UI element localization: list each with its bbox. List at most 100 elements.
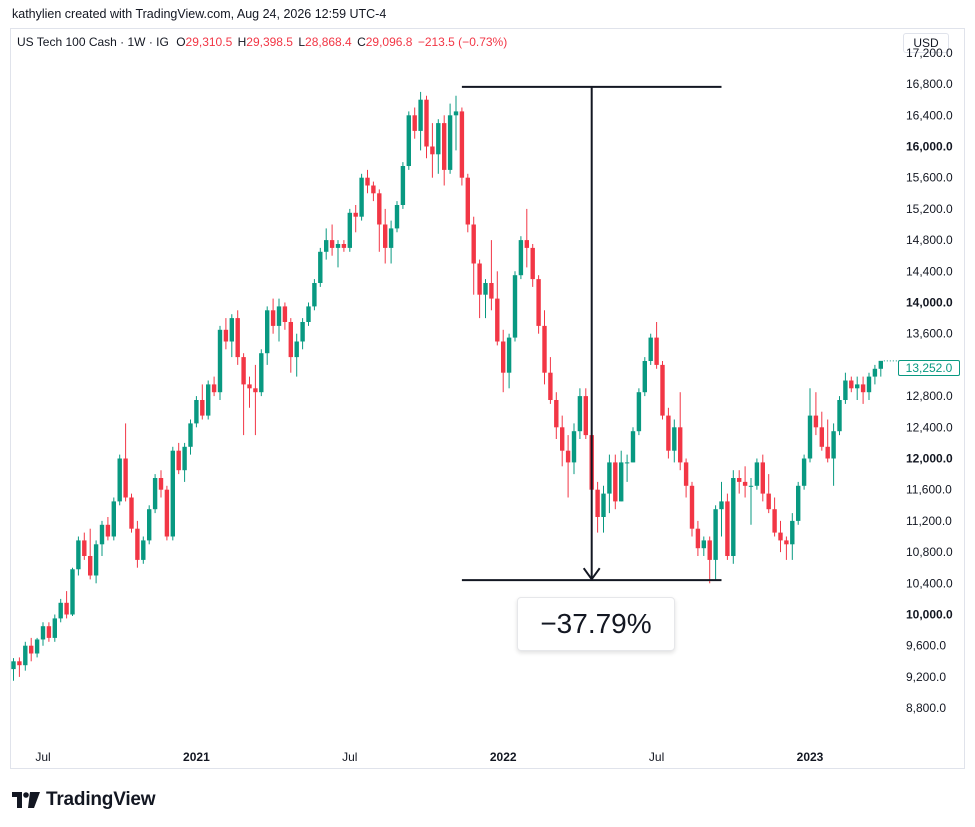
candle-body <box>194 400 199 424</box>
candle-body <box>229 318 234 342</box>
candle-body <box>831 431 836 459</box>
candle-body <box>111 501 116 537</box>
candle-body <box>796 485 801 521</box>
candle-body <box>29 645 34 654</box>
candle-body <box>453 111 459 116</box>
y-tick-label: 9,600.0 <box>906 639 946 653</box>
candle-body <box>678 427 683 463</box>
candle-body <box>471 224 476 264</box>
y-tick-label: 17,200.0 <box>906 46 953 60</box>
y-tick-label: 14,800.0 <box>906 233 953 247</box>
y-tick-label: 10,800.0 <box>906 545 953 559</box>
candle-body <box>99 524 105 545</box>
x-tick-label: Jul <box>342 750 357 764</box>
candle-body <box>506 337 512 373</box>
y-tick-label: 8,800.0 <box>906 701 946 715</box>
x-tick-label: 2022 <box>490 750 517 764</box>
candle-body <box>371 185 376 194</box>
candle-body <box>695 528 701 549</box>
symbol-name[interactable]: US Tech 100 Cash · 1W · IG <box>17 35 169 49</box>
y-tick-label: 9,200.0 <box>906 670 946 684</box>
x-tick-label: 2021 <box>183 750 210 764</box>
candle-body <box>235 318 240 358</box>
candle-body <box>642 361 647 393</box>
candle-body <box>619 462 624 502</box>
candle-body <box>790 520 795 545</box>
candle-body <box>58 602 63 619</box>
high-label: H <box>237 35 247 49</box>
candle-body <box>672 427 677 451</box>
candle-body <box>849 380 854 389</box>
candle-body <box>825 446 830 459</box>
measure-percent-label: −37.79% <box>517 597 675 651</box>
y-tick-label: 10,000.0 <box>906 608 953 622</box>
candle-body <box>52 618 57 638</box>
candle-body <box>860 384 866 393</box>
currency-button[interactable]: USD <box>903 33 949 53</box>
candle-body <box>701 540 706 549</box>
candle-body <box>819 427 824 447</box>
candle-body <box>548 372 553 400</box>
candle-body <box>648 337 653 361</box>
candle-body <box>383 224 388 248</box>
y-tick-label: 10,400.0 <box>906 576 953 590</box>
candle-body <box>489 283 494 299</box>
candle-body <box>23 645 28 666</box>
candle-body <box>265 310 270 354</box>
candle-body <box>518 240 524 276</box>
chart-frame <box>10 28 965 769</box>
candle-body <box>335 244 341 248</box>
close-label: C <box>357 35 366 49</box>
candle-body <box>17 661 22 666</box>
x-tick-label: Jul <box>35 750 50 764</box>
candle-body <box>601 493 606 517</box>
close-value: 29,096.8 <box>365 35 413 49</box>
candle-body <box>554 400 559 428</box>
candle-body <box>772 509 777 533</box>
candle-body <box>571 431 577 463</box>
candle-body <box>577 396 583 432</box>
candle-body <box>158 478 164 490</box>
candle-body <box>188 423 193 447</box>
candle-body <box>359 177 364 217</box>
candle-body <box>565 450 571 463</box>
x-tick-label: 2023 <box>797 750 824 764</box>
candle-body <box>388 228 394 248</box>
candle-body <box>872 368 878 377</box>
candle-body <box>324 240 329 252</box>
candle-body <box>737 478 742 482</box>
candle-body <box>347 212 352 248</box>
candle-body <box>306 306 311 322</box>
y-tick-label: 16,000.0 <box>906 140 953 154</box>
candle-body <box>241 357 246 385</box>
low-label: L <box>298 35 306 49</box>
candle-body <box>82 540 87 556</box>
candle-body <box>294 341 299 358</box>
candle-body <box>813 415 819 428</box>
candle-body <box>512 275 518 338</box>
candle-body <box>542 325 547 373</box>
candle-body <box>40 626 46 640</box>
y-tick-label: 15,200.0 <box>906 202 953 216</box>
candle-body <box>176 450 181 471</box>
candle-body <box>282 306 288 322</box>
y-tick-label: 12,000.0 <box>906 452 953 466</box>
candle-body <box>341 244 347 248</box>
open-label: O <box>176 35 186 49</box>
candle-body <box>530 247 535 280</box>
candle-body <box>748 485 754 487</box>
candle-body <box>595 489 600 517</box>
candle-body <box>270 310 276 326</box>
candle-body <box>147 509 152 541</box>
candle-body <box>713 509 718 560</box>
y-tick-label: 15,600.0 <box>906 171 953 185</box>
candle-body <box>801 458 807 486</box>
candle-body <box>707 540 712 560</box>
candle-body <box>465 177 470 225</box>
candle-body <box>247 384 252 389</box>
y-tick-label: 13,600.0 <box>906 327 953 341</box>
candle-body <box>182 446 187 471</box>
candle-body <box>636 392 642 432</box>
candle-body <box>223 329 229 342</box>
